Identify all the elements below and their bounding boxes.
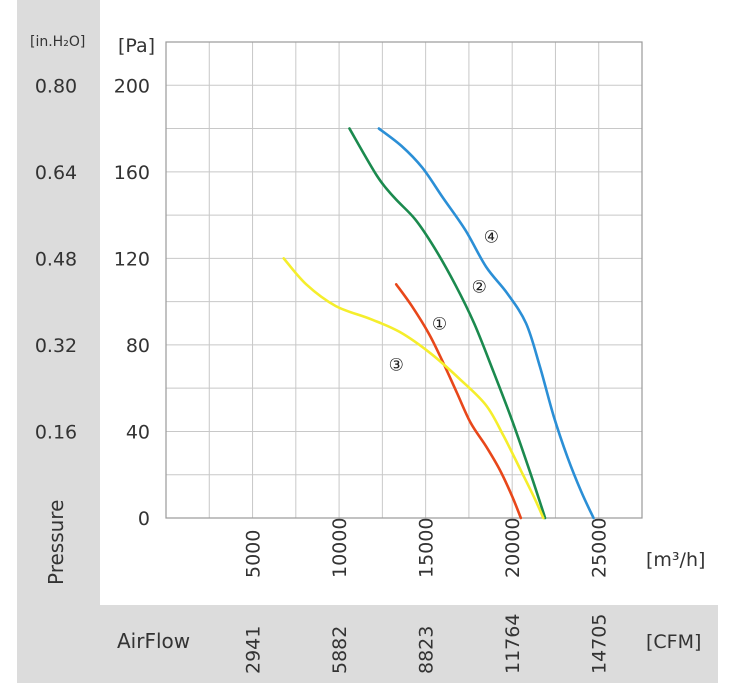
y-secondary-tick-label: 0.80 — [35, 75, 77, 97]
curve-label: ④ — [484, 228, 499, 248]
x-secondary-tick-label: 11764 — [502, 614, 524, 674]
x-secondary-tick-label: 14705 — [589, 614, 611, 674]
y-tick-label: 40 — [126, 421, 150, 443]
series-line — [282, 257, 545, 520]
y-secondary-tick-label: 0.16 — [35, 421, 77, 443]
curve-label: ② — [472, 277, 487, 297]
x-secondary-tick-label: 2941 — [243, 626, 265, 674]
x-axis-label: AirFlow — [117, 629, 190, 653]
y-tick-label: 80 — [126, 335, 150, 357]
y-tick-label: 0 — [138, 508, 150, 530]
y-unit-primary: [Pa] — [118, 35, 155, 57]
labels: 0 40 0.16 80 0.32 120 0.48 160 0.64 200 0.80 5000 29… — [35, 75, 611, 674]
x-tick-label: 5000 — [243, 530, 265, 578]
x-secondary-tick-label: 8823 — [416, 626, 438, 674]
y-secondary-tick-label: 0.64 — [35, 162, 77, 184]
y-tick-label: 200 — [114, 75, 150, 97]
curves — [282, 127, 595, 520]
bottom-axis-band — [17, 605, 718, 683]
x-tick-label: 20000 — [502, 518, 524, 578]
grid — [165, 41, 643, 519]
y-tick-label: 120 — [114, 248, 150, 270]
x-unit-primary: [m³/h] — [646, 549, 705, 571]
x-tick-label: 25000 — [589, 518, 611, 578]
plot-frame — [165, 41, 643, 519]
y-secondary-tick-label: 0.32 — [35, 335, 77, 357]
x-unit-secondary: [CFM] — [646, 631, 701, 653]
left-axis-band — [17, 0, 100, 605]
x-tick-label: 15000 — [416, 518, 438, 578]
curve-label: ① — [432, 314, 447, 334]
series-line — [377, 127, 595, 520]
y-axis-label: Pressure — [44, 500, 68, 585]
series-line — [348, 127, 547, 520]
y-secondary-tick-label: 0.48 — [35, 248, 77, 270]
x-tick-label: 10000 — [329, 518, 351, 578]
y-unit-secondary: [in.H₂O] — [30, 34, 85, 50]
x-secondary-tick-label: 5882 — [329, 626, 351, 674]
y-tick-label: 160 — [114, 162, 150, 184]
curve-label: ③ — [389, 355, 404, 375]
series-line — [394, 283, 523, 520]
